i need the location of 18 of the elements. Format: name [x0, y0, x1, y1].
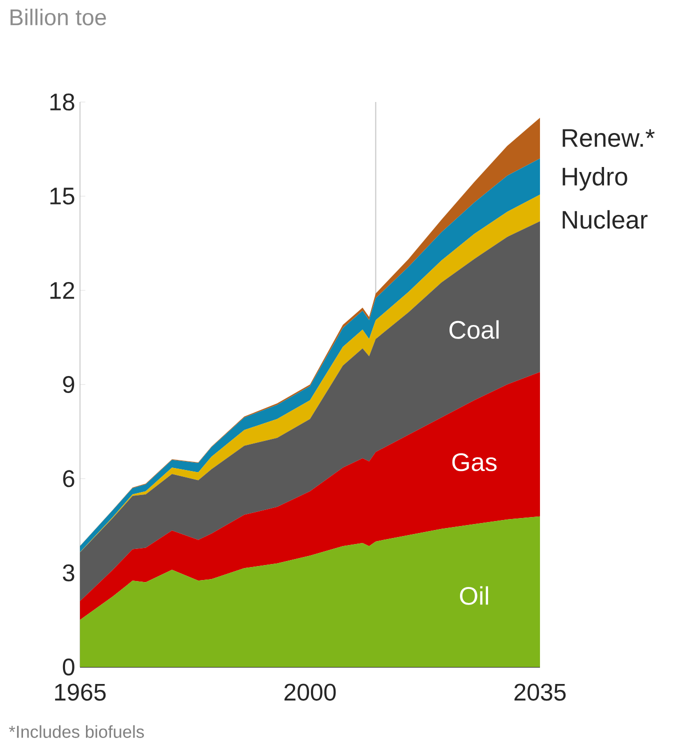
y-tick-label: 9: [63, 376, 74, 393]
series-label: Nuclear: [562, 210, 648, 229]
x-tick-label: 2000: [284, 684, 336, 701]
series-label: Oil: [460, 586, 488, 605]
y-axis-title: Billion toe: [10, 8, 106, 26]
series-label: Hydro: [562, 166, 628, 191]
series-label: Renew.*: [562, 129, 655, 147]
y-tick-label: 12: [50, 282, 74, 299]
y-tick-label: 6: [63, 470, 74, 488]
y-tick-label: 18: [50, 93, 74, 110]
series-label: Coal: [449, 320, 499, 339]
y-tick-label: 0: [62, 658, 74, 676]
x-tick-label: 1965: [55, 684, 106, 701]
series-label: Gas: [452, 453, 497, 472]
y-tick-label: 3: [62, 564, 74, 582]
y-tick-label: 15: [50, 188, 74, 205]
text: *Includes biofuels: [8, 725, 144, 738]
x-tick-label: 2035: [514, 684, 566, 701]
